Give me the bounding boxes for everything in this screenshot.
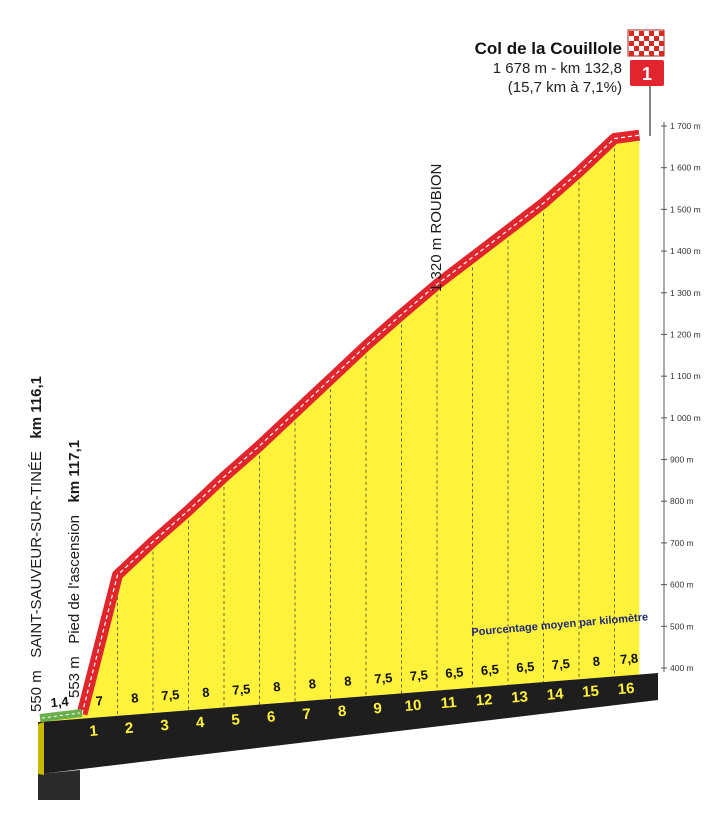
flag-square (629, 51, 634, 56)
flag-square (649, 31, 654, 36)
km-label: 11 (440, 694, 457, 712)
base-band (38, 673, 658, 800)
km-label: 16 (617, 680, 635, 698)
km-label: 13 (511, 688, 529, 706)
start-block-edge (38, 722, 44, 775)
y-tick-label: 1 600 m (670, 163, 701, 173)
flag-square (659, 41, 664, 46)
km-label: 2 (124, 720, 134, 738)
gradient-label: 1,4 (50, 694, 70, 711)
y-tick-label: 900 m (670, 455, 694, 465)
gradient-label: 8 (131, 690, 140, 706)
gradient-labels: 1,4 7 8 7,5 8 7,5 8 8 8 7,5 7,5 6,5 6,5 6,5 7,5 8 7,8 (50, 651, 639, 711)
y-tick-label: 1 700 m (670, 121, 701, 131)
y-tick-label: 800 m (670, 496, 694, 506)
gradient-label: 6,5 (480, 662, 499, 679)
summit-altitude-km: 1 678 m - km 132,8 (492, 60, 622, 77)
base-left-block (38, 770, 80, 800)
km-label: 8 (337, 703, 347, 721)
summit-length-gradient: (15,7 km à 7,1%) (507, 79, 622, 96)
y-tick-label: 1 200 m (670, 329, 701, 339)
flag-square (634, 46, 639, 51)
km-label: 12 (475, 691, 493, 709)
flag-square (629, 31, 634, 36)
category-number: 1 (642, 64, 652, 84)
flag-square (629, 41, 634, 46)
km-label: 10 (404, 697, 422, 715)
waypoint-roubion-label: 1 320 m ROUBION (428, 163, 445, 292)
km-labels: 1 2 3 4 5 6 7 8 9 10 11 12 13 14 15 16 (89, 680, 635, 740)
gradient-label: 7,5 (374, 670, 393, 687)
profile-area (40, 135, 640, 722)
gradient-label: 8 (202, 685, 211, 701)
km-label: 15 (582, 683, 600, 701)
summit-name: Col de la Couillole (474, 39, 622, 58)
start-town-label: 550 m SAINT-SAUVEUR-SUR-TINÉE km 116,1 (28, 376, 45, 712)
km-label: 4 (195, 714, 205, 732)
km-label: 7 (302, 706, 312, 724)
road-line (39, 129, 641, 722)
gradient-label: 7,8 (619, 651, 638, 668)
gradient-label: 7 (95, 693, 104, 709)
flag-square (654, 46, 659, 51)
flag-square (639, 41, 644, 46)
gradient-label: 7,5 (161, 687, 180, 704)
flag-square (654, 36, 659, 41)
summit-info: Col de la Couillole 1 678 m - km 132,8 (… (475, 38, 622, 97)
gradient-label: 8 (344, 673, 353, 689)
y-tick-label: 700 m (670, 538, 694, 548)
road-red (76, 129, 641, 716)
gradient-label: 7,5 (409, 667, 428, 684)
km-dividers (81, 148, 615, 724)
flag-square (644, 36, 649, 41)
km-label: 14 (546, 685, 565, 703)
y-tick-label: 1 500 m (670, 204, 701, 214)
gradient-label: 8 (592, 654, 601, 670)
gradient-label: 6,5 (445, 664, 464, 681)
km-label: 3 (160, 717, 170, 735)
gradient-label: 8 (308, 676, 317, 692)
y-tick-label: 1 300 m (670, 288, 701, 298)
y-tick-label: 400 m (670, 663, 694, 673)
flag-square (649, 51, 654, 56)
flag-square (644, 46, 649, 51)
flag-square (649, 41, 654, 46)
gradient-label: 8 (273, 679, 282, 695)
y-tick-label: 500 m (670, 621, 694, 631)
base-band-shape (38, 673, 658, 775)
y-tick-label: 600 m (670, 580, 694, 590)
start-centerline (41, 712, 81, 719)
gradient-label: 7,5 (551, 656, 570, 673)
km-label: 6 (266, 708, 276, 726)
summit-flag: 1 (627, 29, 665, 136)
km-label: 5 (231, 711, 241, 729)
gradient-label: 6,5 (516, 659, 535, 676)
y-tick-label: 1 000 m (670, 413, 701, 423)
flag-square (659, 31, 664, 36)
flag-square (659, 51, 664, 56)
climb-foot-label: 553 m Pied de l'ascension km 117,1 (66, 439, 83, 698)
flag-square (639, 51, 644, 56)
y-tick-label: 1 400 m (670, 246, 701, 256)
altitude-axis: 400 m 500 m 600 m 700 m 800 m 900 m 1 000 m 1 1… (661, 121, 701, 673)
y-tick-label: 1 100 m (670, 371, 701, 381)
category-badge (630, 60, 664, 86)
profile-fill-area (38, 135, 640, 774)
flag-square (634, 36, 639, 41)
km-label: 9 (373, 700, 383, 718)
km-label: 1 (89, 722, 99, 740)
flag-square (639, 31, 644, 36)
gradient-label: 7,5 (232, 681, 251, 698)
